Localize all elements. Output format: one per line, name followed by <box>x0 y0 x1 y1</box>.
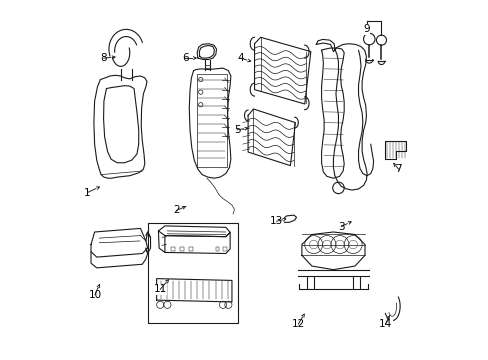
Bar <box>223 247 226 251</box>
Bar <box>171 247 174 251</box>
Text: 6: 6 <box>182 53 188 63</box>
Text: 13: 13 <box>269 216 283 226</box>
Text: 14: 14 <box>378 319 391 329</box>
Bar <box>215 247 219 251</box>
Text: 9: 9 <box>363 24 369 35</box>
Bar <box>148 223 238 323</box>
Text: 4: 4 <box>237 53 244 63</box>
Text: 3: 3 <box>337 222 344 231</box>
Text: 11: 11 <box>153 284 166 294</box>
Text: 7: 7 <box>395 164 401 174</box>
Text: 2: 2 <box>173 206 179 216</box>
Text: 12: 12 <box>291 319 305 329</box>
Text: 5: 5 <box>234 125 240 135</box>
Text: 8: 8 <box>101 53 107 63</box>
Text: 1: 1 <box>84 188 91 198</box>
Bar <box>180 247 183 251</box>
Text: 10: 10 <box>88 290 102 300</box>
Bar <box>188 247 192 251</box>
